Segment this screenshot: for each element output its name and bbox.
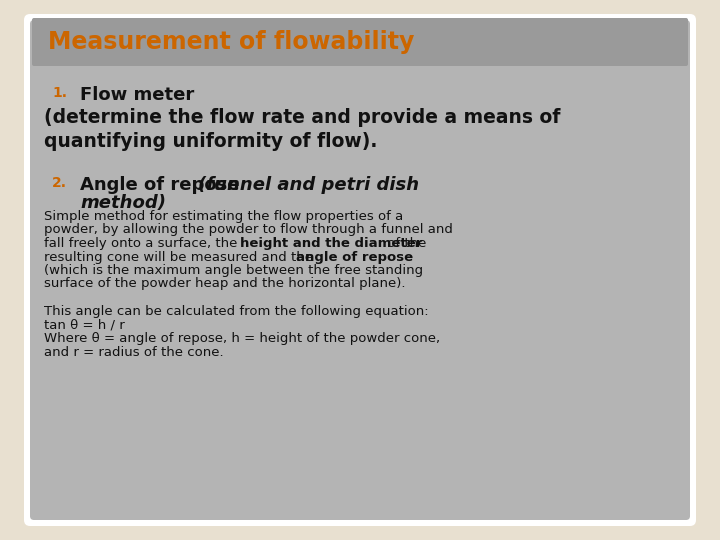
Text: (funnel and petri dish: (funnel and petri dish (198, 176, 419, 194)
Text: 1.: 1. (52, 86, 67, 100)
Text: Flow meter: Flow meter (80, 86, 194, 104)
Text: This angle can be calculated from the following equation:: This angle can be calculated from the fo… (44, 305, 428, 318)
FancyBboxPatch shape (30, 20, 690, 520)
FancyBboxPatch shape (32, 18, 688, 66)
Text: Angle of repose: Angle of repose (80, 176, 246, 194)
Text: angle of repose: angle of repose (296, 251, 413, 264)
Text: method): method) (80, 194, 166, 212)
Text: powder, by allowing the powder to flow through a funnel and: powder, by allowing the powder to flow t… (44, 224, 453, 237)
Text: Measurement of flowability: Measurement of flowability (48, 30, 415, 54)
Text: and r = radius of the cone.: and r = radius of the cone. (44, 346, 224, 359)
Text: height and the diameter: height and the diameter (240, 237, 422, 250)
Text: resulting cone will be measured and the: resulting cone will be measured and the (44, 251, 318, 264)
Text: fall freely onto a surface, the: fall freely onto a surface, the (44, 237, 242, 250)
Text: (determine the flow rate and provide a means of
quantifying uniformity of flow).: (determine the flow rate and provide a m… (44, 108, 560, 151)
Text: tan θ = h / r: tan θ = h / r (44, 319, 125, 332)
Text: Where θ = angle of repose, h = height of the powder cone,: Where θ = angle of repose, h = height of… (44, 332, 440, 345)
Text: 2.: 2. (52, 176, 67, 190)
Text: of the: of the (383, 237, 426, 250)
Text: surface of the powder heap and the horizontal plane).: surface of the powder heap and the horiz… (44, 278, 405, 291)
Text: Simple method for estimating the flow properties of a: Simple method for estimating the flow pr… (44, 210, 403, 223)
FancyBboxPatch shape (24, 14, 696, 526)
Text: (which is the maximum angle between the free standing: (which is the maximum angle between the … (44, 264, 423, 277)
